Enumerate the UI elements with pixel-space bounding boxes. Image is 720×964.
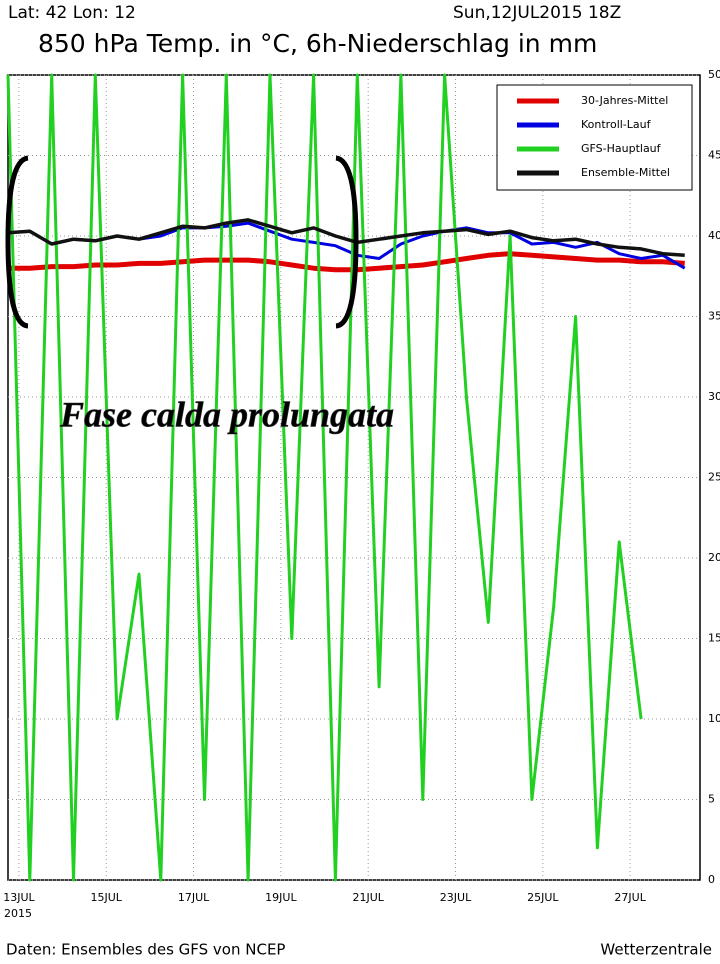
y-tick-label: 45: [708, 149, 720, 162]
footer-right: Wetterzentrale: [600, 941, 712, 959]
series-line: [6, 73, 643, 882]
x-tick-label: 15JUL: [91, 891, 123, 904]
legend-label: GFS-Hauptlauf: [581, 142, 662, 155]
y-tick-label: 20: [708, 551, 720, 564]
annotation: Fase calda prolungata: [59, 394, 394, 434]
x-tick-label: 27JUL: [614, 891, 646, 904]
x-tick-label: 23JUL: [440, 891, 472, 904]
legend-label: Kontroll-Lauf: [581, 118, 652, 131]
y-tick-label: 0: [708, 873, 715, 886]
y-tick-label: 5: [708, 793, 715, 806]
x-tick-label: 19JUL: [265, 891, 297, 904]
y-tick-label: 35: [708, 310, 720, 323]
x-tick-label: 17JUL: [178, 891, 210, 904]
y-tick-label: 10: [708, 712, 720, 725]
footer-left: Daten: Ensembles des GFS von NCEP: [6, 941, 285, 959]
y-tick-label: 40: [708, 229, 720, 242]
legend-label: 30-Jahres-Mittel: [581, 94, 668, 107]
y-tick-label: 30: [708, 390, 720, 403]
series-line: [8, 251, 685, 273]
header-right: Sun,12JUL2015 18Z: [453, 3, 621, 23]
y-tick-label: 25: [708, 471, 720, 484]
legend-label: Ensemble-Mittel: [581, 166, 670, 179]
chart-title: 850 hPa Temp. in °C, 6h-Niederschlag in …: [38, 29, 597, 58]
header-left: Lat: 42 Lon: 12: [8, 3, 136, 23]
y-tick-label: 15: [708, 632, 720, 645]
y-tick-label: 50: [708, 68, 720, 81]
x-tick-label: 21JUL: [352, 891, 384, 904]
bracket: [5, 155, 359, 329]
x-tick-label: 25JUL: [527, 891, 559, 904]
series-line: [7, 218, 685, 258]
x-tick-label: 13JUL: [3, 891, 35, 904]
x-year-label: 2015: [4, 907, 32, 920]
